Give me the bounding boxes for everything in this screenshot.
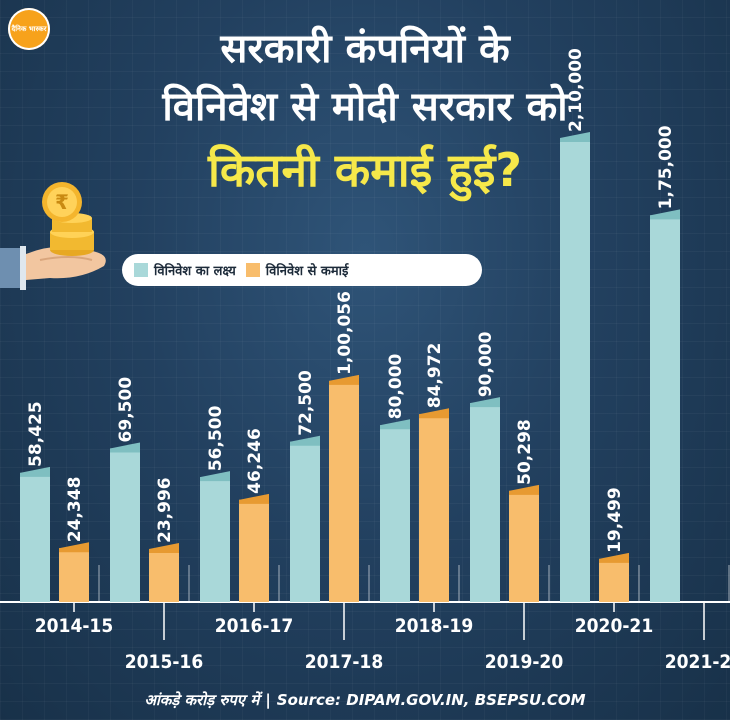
value-label-target-2021-22: 1,75,000	[656, 125, 676, 209]
x-tick-label-2018-19: 2018-19	[395, 615, 473, 637]
legend-label-target: विनिवेश का लक्ष्य	[154, 264, 236, 279]
bar-cap-target-2019-20	[470, 397, 500, 408]
bar-target-2017-18	[290, 441, 320, 602]
value-label-earned-2016-17: 46,246	[245, 428, 265, 494]
footer-separator: |	[265, 691, 271, 709]
hand-with-coins-icon: ₹	[0, 182, 106, 290]
chart-footer: आंकड़े करोड़ रुपए में | Source: DIPAM.GOV.…	[0, 690, 730, 710]
bar-target-2014-15	[20, 472, 50, 602]
bar-target-2021-22	[650, 215, 680, 603]
headline-line-2: विनिवेश से मोदी सरकार को	[162, 84, 568, 130]
legend-item-target: विनिवेश का लक्ष्य	[134, 261, 236, 279]
svg-text:₹: ₹	[55, 190, 69, 214]
value-label-earned-2018-19: 84,972	[425, 343, 445, 409]
bar-target-2015-16	[110, 448, 140, 602]
value-label-target-2017-18: 72,500	[296, 370, 316, 436]
bar-cap-earned-2016-17	[239, 493, 269, 504]
bar-earned-2017-18	[329, 380, 359, 602]
value-label-earned-2017-18: 1,00,056	[335, 291, 355, 375]
bar-cap-earned-2017-18	[329, 374, 359, 385]
x-tick-label-2014-15: 2014-15	[35, 615, 113, 637]
source-text: Source: DIPAM.GOV.IN, BSEPSU.COM	[276, 691, 586, 709]
value-label-target-2014-15: 58,425	[26, 401, 46, 467]
legend-label-earned: विनिवेश से कमाई	[265, 264, 349, 279]
value-label-earned-2014-15: 24,348	[65, 477, 85, 543]
bar-target-2020-21	[560, 138, 590, 602]
unit-note: आंकड़े करोड़ रुपए में	[144, 691, 260, 709]
bar-cap-earned-2014-15	[59, 542, 89, 553]
bar-cap-target-2015-16	[110, 442, 140, 453]
bar-earned-2014-15	[59, 548, 89, 602]
value-label-earned-2015-16: 23,996	[155, 477, 175, 543]
brand-logo: दैनिक भास्कर	[8, 8, 50, 50]
bar-target-2019-20	[470, 403, 500, 602]
x-tick-label-2016-17: 2016-17	[215, 615, 293, 637]
value-label-target-2020-21: 2,10,000	[566, 48, 586, 132]
x-tick-label-2020-21: 2020-21	[575, 615, 653, 637]
bar-cap-target-2021-22	[650, 209, 680, 220]
x-tick-label-2015-16: 2015-16	[125, 651, 203, 673]
value-label-target-2018-19: 80,000	[386, 353, 406, 419]
x-tick-label-2019-20: 2019-20	[485, 651, 564, 673]
bar-cap-target-2020-21	[560, 132, 590, 142]
value-label-earned-2019-20: 50,298	[515, 419, 535, 485]
legend-item-earned: विनिवेश से कमाई	[245, 261, 349, 279]
value-label-target-2015-16: 69,500	[116, 377, 136, 443]
value-label-earned-2020-21: 19,499	[605, 487, 625, 553]
bar-earned-2020-21	[599, 558, 629, 602]
bar-cap-earned-2019-20	[509, 484, 539, 495]
bar-cap-target-2018-19	[380, 419, 410, 430]
bar-earned-2015-16	[149, 548, 179, 602]
headline-line-3: कितनी कमाई हुई?	[208, 143, 522, 197]
bar-cap-target-2016-17	[200, 471, 230, 482]
value-label-target-2016-17: 56,500	[206, 405, 226, 471]
bar-cap-earned-2015-16	[149, 542, 179, 553]
bar-cap-earned-2020-21	[599, 552, 629, 563]
bar-earned-2019-20	[509, 490, 539, 602]
legend-swatch-target	[134, 263, 148, 277]
bar-cap-target-2014-15	[20, 466, 50, 477]
legend-swatch-earned	[245, 263, 260, 277]
headline-line-1: सरकारी कंपनियों के	[220, 26, 510, 72]
bar-target-2016-17	[200, 477, 230, 602]
bar-cap-target-2017-18	[290, 435, 320, 446]
bar-earned-2018-19	[419, 414, 449, 602]
x-tick-label-2021-22: 2021-22	[665, 651, 730, 673]
bar-earned-2016-17	[239, 499, 269, 602]
value-label-target-2019-20: 90,000	[476, 331, 496, 397]
x-tick-label-2017-18: 2017-18	[305, 651, 383, 673]
bar-target-2018-19	[380, 425, 410, 602]
bar-cap-earned-2018-19	[419, 408, 449, 419]
brand-logo-text: दैनिक भास्कर	[11, 25, 47, 33]
chart-legend: विनिवेश का लक्ष्य विनिवेश से कमाई	[122, 254, 482, 286]
